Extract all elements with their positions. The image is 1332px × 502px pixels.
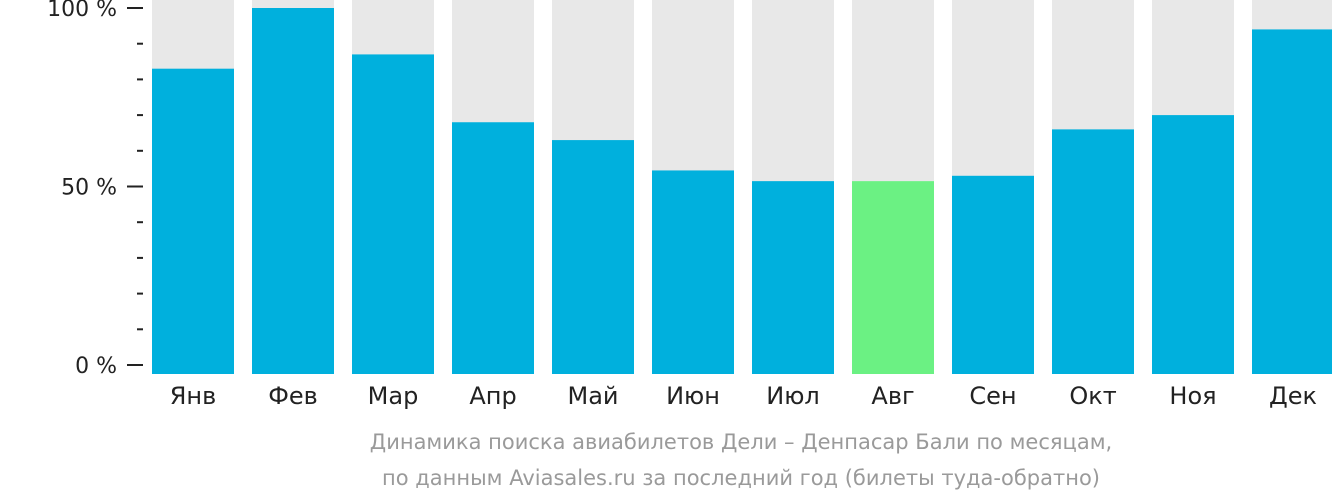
y-tick-label: 0 % [75, 354, 117, 379]
x-tick-label: Апр [469, 382, 516, 410]
x-tick-label: Окт [1069, 382, 1116, 410]
chart-caption-line-1: Динамика поиска авиабилетов Дели – Денпа… [369, 430, 1113, 454]
x-tick-label: Сен [969, 382, 1016, 410]
bar [352, 54, 434, 374]
bar [652, 170, 734, 374]
bar [752, 181, 834, 374]
bar [152, 68, 234, 374]
x-tick-label: Янв [170, 382, 217, 410]
bar [452, 122, 534, 375]
chart-caption-line-2: по данным Aviasales.ru за последний год … [382, 466, 1100, 490]
y-tick-label: 100 % [47, 0, 117, 22]
x-axis-labels: Янв Фев Мар Апр Май Июн Июл Авг Сен Окт Ноя Дек [170, 382, 1317, 410]
bar [1052, 129, 1134, 374]
x-tick-label: Июл [766, 382, 820, 410]
bar [552, 140, 634, 374]
bar [1252, 29, 1332, 374]
bar [852, 181, 934, 374]
y-axis: 0 % 50 % 100 % [47, 0, 143, 379]
x-tick-label: Июн [666, 382, 720, 410]
x-tick-label: Май [567, 382, 618, 410]
x-tick-label: Авг [871, 382, 914, 410]
bar [252, 8, 334, 374]
bars-group [152, 0, 1332, 375]
bar [952, 175, 1034, 374]
bar [1152, 115, 1234, 374]
x-tick-label: Фев [268, 382, 318, 410]
bar-chart: 0 % 50 % 100 % Янв Фев Мар Апр Май Июн Июл Авг Сен… [47, 0, 1332, 410]
y-tick-label: 50 % [61, 176, 117, 201]
x-tick-label: Мар [368, 382, 419, 410]
x-tick-label: Дек [1269, 382, 1317, 410]
x-tick-label: Ноя [1169, 382, 1216, 410]
